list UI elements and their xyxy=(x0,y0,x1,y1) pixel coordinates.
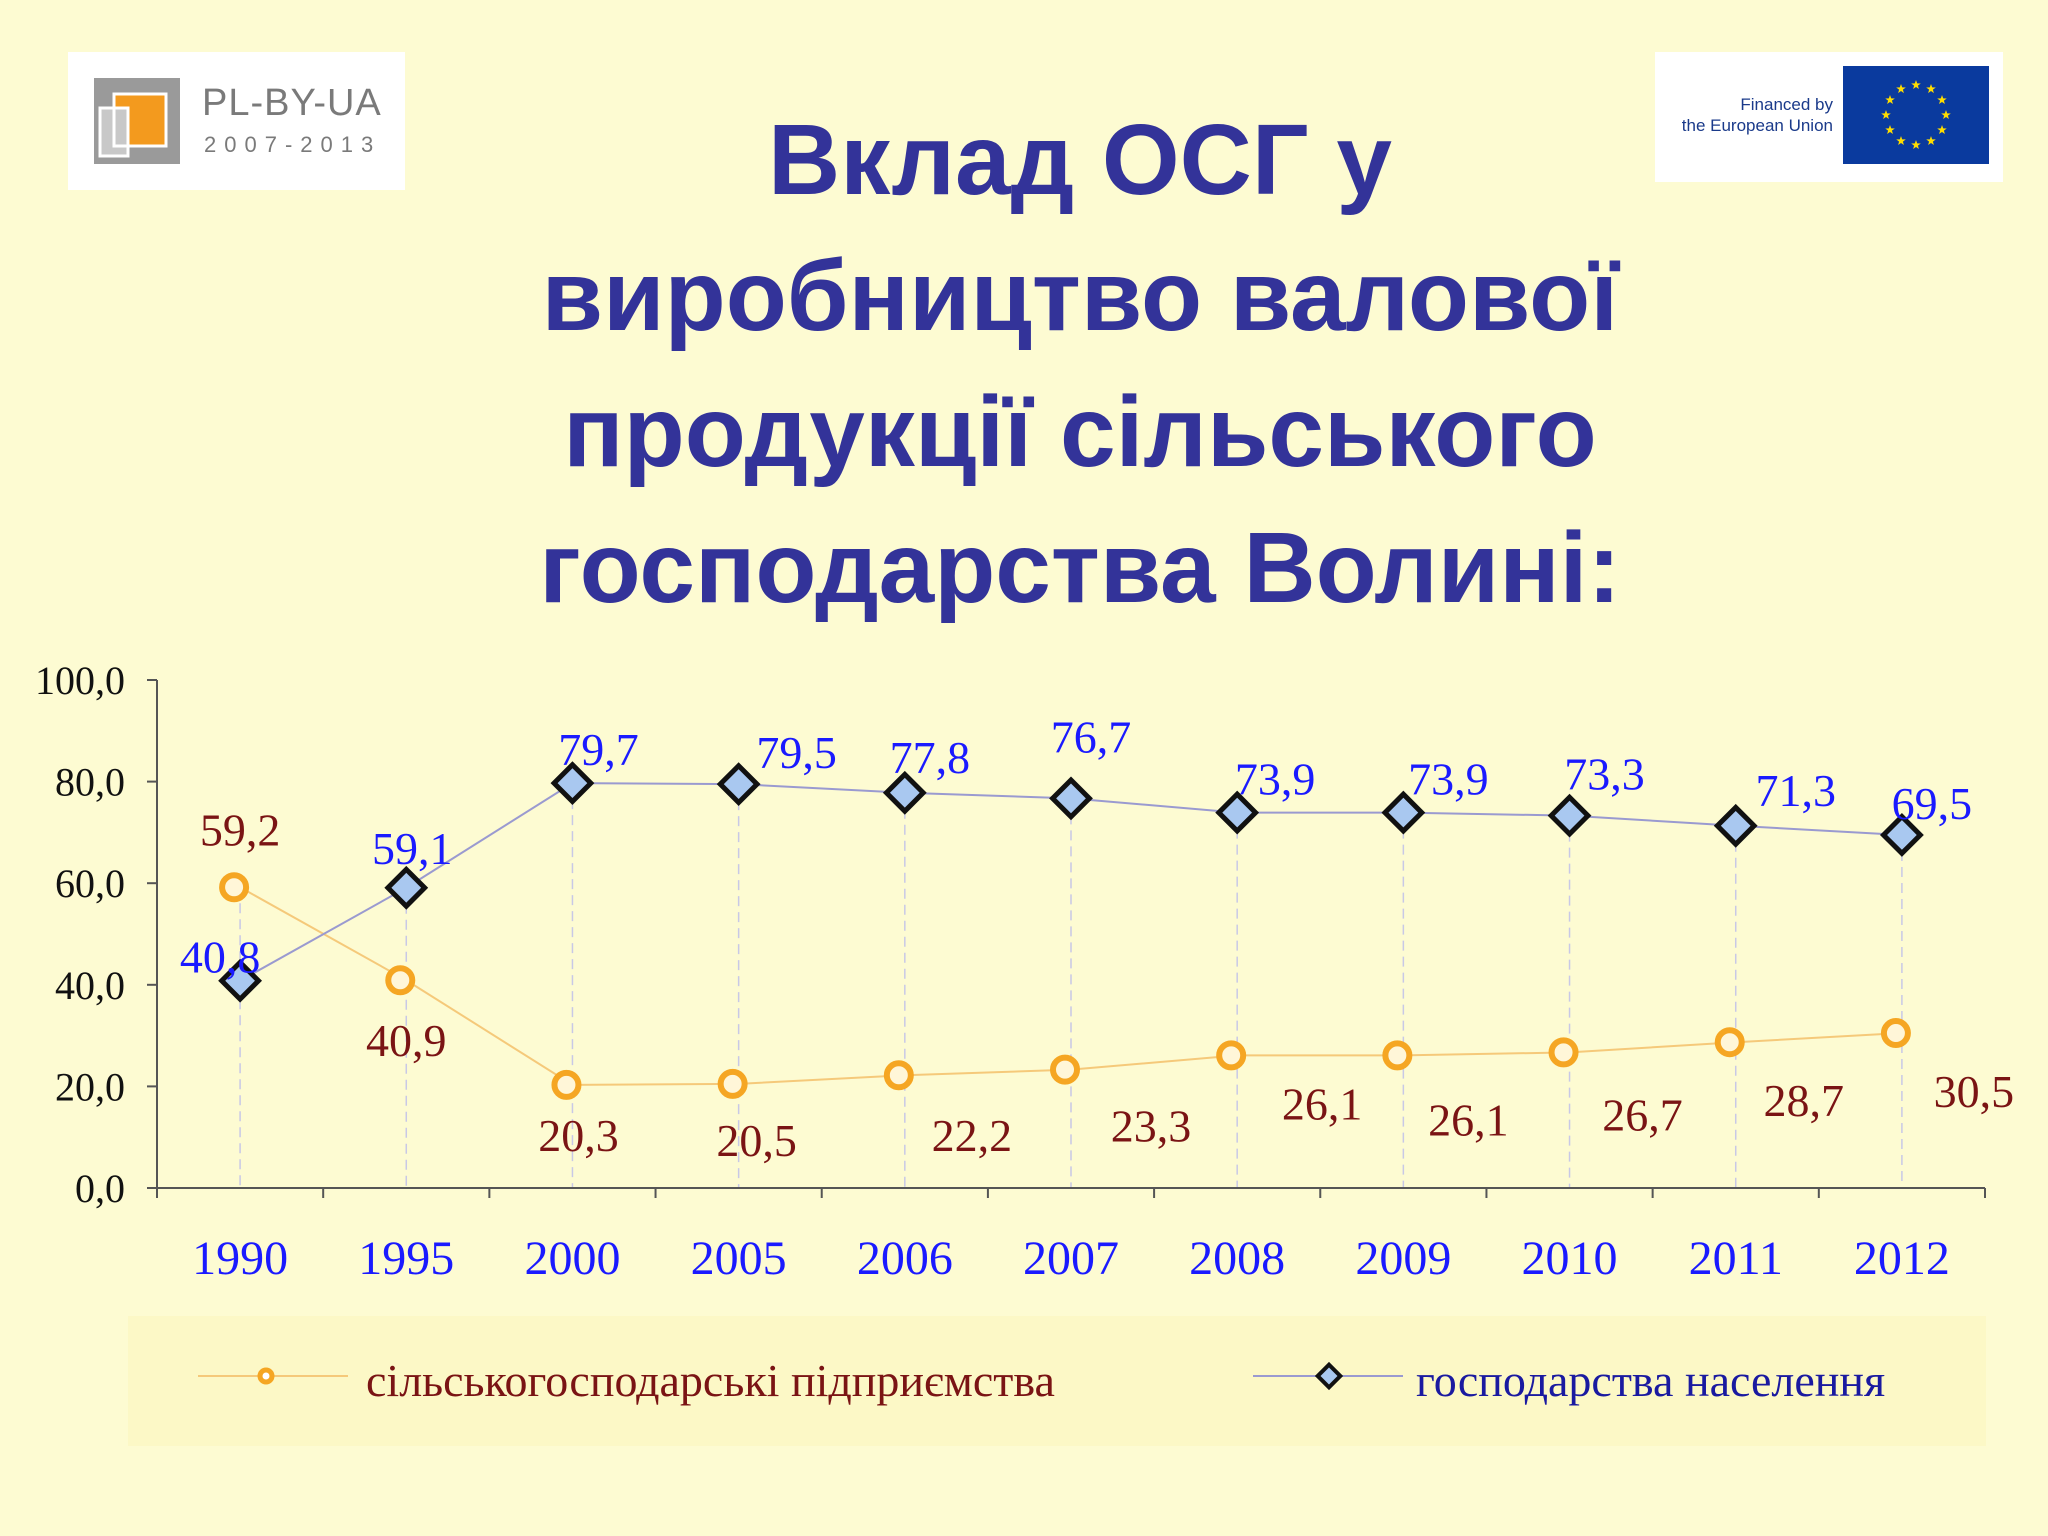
title-line-1: Вклад ОСГ у xyxy=(768,104,1392,216)
eu-star-icon xyxy=(1937,125,1947,134)
enterprises-data-label: 30,5 xyxy=(1934,1066,2015,1117)
households-data-label: 73,9 xyxy=(1408,754,1489,805)
households-data-label: 59,1 xyxy=(372,823,453,874)
eu-funding-logo: Financed by the European Union xyxy=(1655,52,2003,182)
enterprises-data-label: 59,2 xyxy=(200,804,281,855)
enterprises-point xyxy=(1382,1040,1413,1071)
x-tick-label: 2011 xyxy=(1689,1232,1783,1285)
households-point xyxy=(1879,813,1924,857)
households-point xyxy=(1713,803,1758,848)
households-data-label: 79,5 xyxy=(756,727,837,778)
households-data-label: 40,8 xyxy=(180,932,261,983)
eu-star-icon xyxy=(1881,110,1891,119)
legend-enterprises-marker xyxy=(198,1367,348,1385)
line-chart: 0,0 20,0 40,0 60,0 80,0 100,0 1990 1995 2000 2005… xyxy=(35,658,2015,1285)
households-point xyxy=(384,865,429,910)
enterprises-data-label: 28,7 xyxy=(1763,1075,1844,1126)
legend-enterprises-label: сільськогосподарські підприємства xyxy=(366,1355,1055,1406)
eu-star-icon xyxy=(1911,80,1921,89)
eu-flag-icon xyxy=(1843,66,1989,164)
eu-star-icon xyxy=(1926,84,1936,94)
slide-title: Вклад ОСГ у виробництво валової продукці… xyxy=(430,92,1730,636)
legend-item-households: господарства населення xyxy=(1128,1316,1986,1446)
y-tick-label: 20,0 xyxy=(55,1064,125,1109)
enterprises-point xyxy=(883,1060,914,1091)
enterprises-point xyxy=(1714,1027,1745,1058)
title-line-4: господарства Волині: xyxy=(539,512,1621,624)
eu-star-icon xyxy=(1885,95,1895,104)
eu-star-icon xyxy=(1885,125,1895,134)
households-point xyxy=(1547,793,1592,838)
y-tick-label: 0,0 xyxy=(75,1166,125,1211)
x-tick-label: 1990 xyxy=(192,1232,288,1285)
enterprises-point xyxy=(1216,1040,1247,1071)
households-data-label: 76,7 xyxy=(1051,711,1132,762)
enterprises-data-label: 26,1 xyxy=(1428,1094,1509,1145)
legend-households-marker xyxy=(1253,1361,1403,1391)
eu-funding-line-2: the European Union xyxy=(1681,116,1833,135)
enterprises-data-label: 20,3 xyxy=(538,1110,619,1161)
x-tick-label: 2012 xyxy=(1854,1232,1950,1285)
households-point xyxy=(716,762,761,807)
enterprises-data-label: 40,9 xyxy=(366,1015,447,1066)
eu-star-icon xyxy=(1937,95,1947,104)
households-point xyxy=(550,761,595,806)
households-point xyxy=(218,958,263,1003)
households-data-label: 73,3 xyxy=(1564,749,1645,800)
households-point xyxy=(1049,776,1093,821)
households-data-label: 77,8 xyxy=(890,732,971,783)
eu-funding-text: Financed by the European Union xyxy=(1663,94,1833,136)
enterprises-data-label: 22,2 xyxy=(932,1110,1013,1161)
title-line-2: виробництво валової xyxy=(541,240,1619,352)
x-tick-label: 2008 xyxy=(1189,1232,1285,1285)
title-line-3: продукції сільського xyxy=(563,376,1597,488)
x-tick-label: 2010 xyxy=(1522,1232,1618,1285)
households-point xyxy=(882,770,927,815)
enterprises-point xyxy=(1548,1037,1579,1068)
eu-star-icon xyxy=(1911,140,1921,149)
x-tick-label: 1995 xyxy=(358,1232,454,1285)
households-point xyxy=(1215,790,1260,835)
program-logo-icon xyxy=(94,78,180,164)
chart-legend: сільськогосподарські підприємства господ… xyxy=(128,1316,1986,1446)
x-tick-label: 2007 xyxy=(1023,1232,1119,1285)
enterprises-point xyxy=(219,872,250,903)
program-name: PL-BY-UA xyxy=(202,82,382,124)
households-data-label: 69,5 xyxy=(1892,778,1973,829)
eu-star-icon xyxy=(1926,136,1936,145)
enterprises-point xyxy=(551,1069,582,1100)
y-tick-label: 80,0 xyxy=(55,760,125,805)
eu-star-icon xyxy=(1941,110,1951,119)
eu-star-icon xyxy=(1896,84,1906,94)
enterprises-point xyxy=(717,1068,748,1099)
enterprises-point xyxy=(1880,1018,1911,1049)
y-tick-label: 40,0 xyxy=(55,963,125,1008)
enterprises-data-label: 20,5 xyxy=(716,1115,797,1166)
legend-households-label: господарства населення xyxy=(1416,1355,1886,1406)
enterprises-point xyxy=(1050,1054,1080,1085)
x-tick-label: 2000 xyxy=(524,1232,620,1285)
enterprises-point xyxy=(385,965,416,996)
legend-item-enterprises: сільськогосподарські підприємства xyxy=(128,1316,1128,1446)
x-tick-label: 2006 xyxy=(857,1232,953,1285)
enterprises-data-label: 26,7 xyxy=(1602,1089,1683,1140)
enterprises-data-label: 26,1 xyxy=(1282,1078,1363,1129)
eu-star-icon xyxy=(1896,136,1906,145)
eu-funding-line-1: Financed by xyxy=(1740,95,1833,114)
households-data-label: 73,9 xyxy=(1235,754,1316,805)
households-data-label: 71,3 xyxy=(1755,765,1836,816)
households-data-label: 79,7 xyxy=(558,724,639,775)
program-years: 2007-2013 xyxy=(204,132,382,157)
pl-by-ua-logo: PL-BY-UA 2007-2013 xyxy=(68,52,405,190)
y-tick-label: 60,0 xyxy=(55,861,125,906)
x-tick-label: 2009 xyxy=(1355,1232,1451,1285)
y-tick-label: 100,0 xyxy=(35,658,125,703)
households-point xyxy=(1381,790,1426,835)
x-tick-label: 2005 xyxy=(691,1232,787,1285)
enterprises-data-label: 23,3 xyxy=(1111,1101,1192,1152)
